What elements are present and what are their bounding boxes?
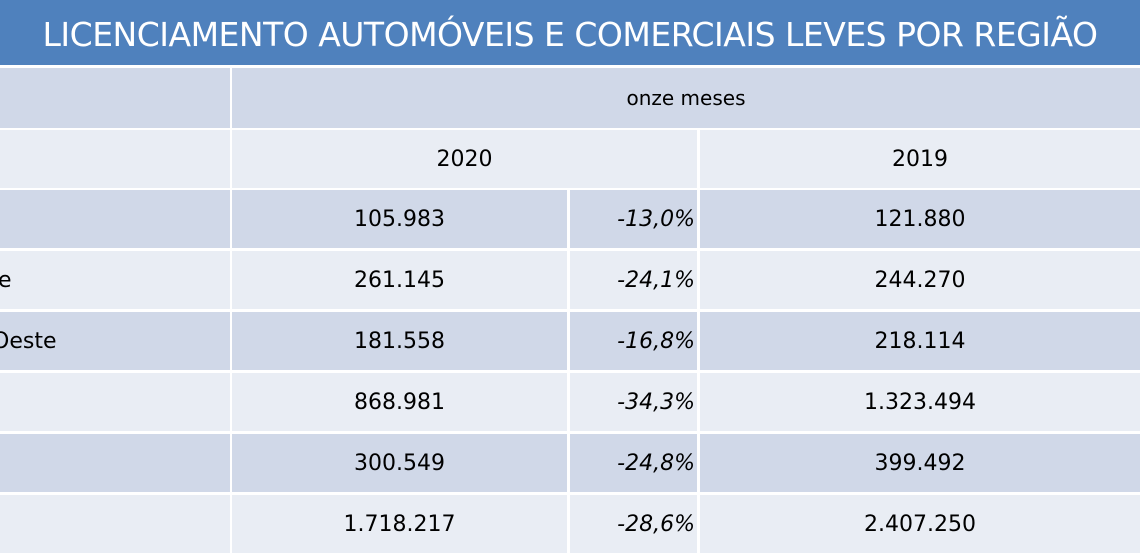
value-cell: 868.981: [232, 373, 567, 431]
change-cell: -24,1%: [570, 251, 697, 309]
value-cell: 261.145: [232, 251, 567, 309]
table-title: LICENCIAMENTO AUTOMÓVEIS E COMERCIAIS LE…: [0, 0, 1140, 65]
value-cell: 1.323.494: [700, 373, 1140, 431]
change-cell: -28,6%: [570, 495, 697, 553]
header-cell: [0, 68, 230, 128]
value-cell: 2.407.250: [700, 495, 1140, 553]
header-cell: [0, 130, 230, 188]
value-cell: 105.983: [232, 190, 567, 248]
value-cell: 399.492: [700, 434, 1140, 492]
value-cell: 300.549: [232, 434, 567, 492]
row-label: [0, 434, 230, 492]
year-header: 2019: [700, 130, 1140, 188]
year-header: 2020: [232, 130, 697, 188]
value-cell: 244.270: [700, 251, 1140, 309]
change-cell: -24,8%: [570, 434, 697, 492]
row-label: [0, 495, 230, 553]
value-cell: 218.114: [700, 312, 1140, 370]
change-cell: -34,3%: [570, 373, 697, 431]
row-label: [0, 190, 230, 248]
value-cell: 181.558: [232, 312, 567, 370]
change-cell: -13,0%: [570, 190, 697, 248]
row-label: [0, 373, 230, 431]
value-cell: 121.880: [700, 190, 1140, 248]
row-label: e: [0, 251, 230, 309]
value-cell: 1.718.217: [232, 495, 567, 553]
change-cell: -16,8%: [570, 312, 697, 370]
period-header: onze meses: [232, 68, 1140, 128]
row-label: Oeste: [0, 312, 230, 370]
